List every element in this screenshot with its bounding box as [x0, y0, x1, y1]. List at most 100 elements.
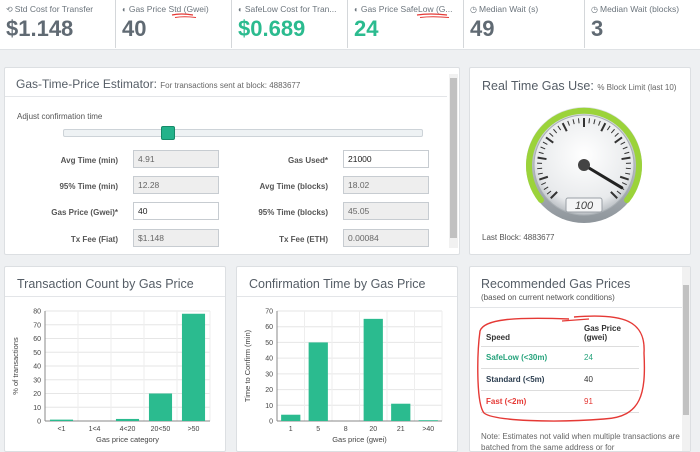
clock-icon: ◷: [470, 5, 477, 14]
recommended-scrollbar[interactable]: [682, 267, 690, 451]
gas-used-label: Gas Used*: [287, 156, 328, 165]
y-tick-label: 60: [33, 336, 41, 343]
stat-value: 3: [591, 16, 604, 41]
gas-used-input[interactable]: [343, 150, 429, 168]
estimator-scrollbar[interactable]: [449, 74, 458, 248]
gauge-tick: [546, 190, 552, 195]
confirmation-slider-handle[interactable]: [161, 126, 175, 140]
x-tick-label: 21: [397, 426, 405, 433]
stat-label: Gas Price Std (Gwei): [128, 4, 209, 14]
scrollbar-thumb[interactable]: [683, 285, 689, 415]
stat-label: Std Cost for Transfer: [14, 4, 94, 14]
realtime-title: Real Time Gas Use: % Block Limit (last 1…: [482, 79, 676, 93]
x-tick-label: 4<20: [120, 426, 136, 433]
bar: [181, 313, 206, 421]
bar: [281, 414, 301, 421]
gauge-tick: [553, 128, 558, 134]
adjust-label: Adjust confirmation time: [17, 112, 103, 121]
divider: [470, 307, 690, 308]
tx-count-chart-panel: Transaction Count by Gas Price 0 10 20 30 40…: [4, 266, 226, 452]
bar: [115, 418, 140, 421]
recommended-subtitle: (based on current network conditions): [481, 293, 615, 302]
confirm-time-chart-panel: Confirmation Time by Gas Price 0 10 20 30 40…: [236, 266, 458, 452]
y-tick-label: 20: [33, 391, 41, 398]
y-tick-label: 0: [269, 419, 273, 426]
gauge-tick: [624, 151, 630, 155]
gauge-icon: ◐: [238, 5, 243, 14]
y-tick-label: 70: [265, 309, 273, 316]
y-tick-label: 50: [33, 350, 41, 357]
estimator-panel: Gas-Time-Price Estimator: For transactio…: [4, 67, 460, 255]
y-tick-label: 10: [265, 403, 273, 410]
gauge-tick: [577, 118, 580, 124]
tx-fee-eth-field: [343, 229, 429, 247]
col-speed: Speed: [481, 320, 579, 347]
bar: [363, 318, 383, 421]
gauge-tick: [614, 132, 619, 137]
avg-time-min-label: Avg Time (min): [60, 156, 118, 165]
scrollbar-thumb[interactable]: [450, 78, 457, 238]
x-tick-label: 1<4: [89, 426, 101, 433]
gauge-tick: [593, 119, 596, 125]
gauge-hub: [578, 159, 590, 171]
x-axis-label: Gas price category: [96, 435, 159, 444]
y-tick-label: 40: [265, 356, 273, 363]
dollar-icon: ⟲: [6, 5, 13, 14]
stat-label: SafeLow Cost for Tran...: [244, 4, 337, 14]
avg-time-blocks-label: Avg Time (blocks): [259, 182, 328, 191]
x-tick-label: 5: [316, 426, 320, 433]
stat-safelow-cost: ◐ SafeLow Cost for Tran... $0.689: [232, 0, 348, 48]
y-tick-label: 60: [265, 324, 273, 331]
y-axis-label: Time to Confirm (min): [243, 329, 252, 402]
gauge-tick: [598, 120, 601, 126]
pct95-time-min-field: [133, 176, 219, 194]
stat-median-wait-blocks: ◷ Median Wait (blocks) 3: [585, 0, 700, 48]
divider: [5, 96, 447, 97]
gauge-tick: [540, 146, 546, 150]
x-axis-label: Gas price (gwei): [332, 435, 387, 444]
gauge-tick: [543, 186, 549, 190]
gauge-needle: [582, 163, 624, 190]
y-tick-label: 30: [33, 377, 41, 384]
speed-fast: Fast (<2m): [481, 390, 579, 413]
pct95-time-min-label: 95% Time (min): [59, 182, 118, 191]
gauge-tick: [622, 146, 628, 150]
avg-time-blocks-field: [343, 176, 429, 194]
table-row: SafeLow (<30m) 24: [481, 346, 639, 369]
recommended-table: Speed Gas Price (gwei) SafeLow (<30m) 24…: [481, 320, 639, 413]
divider: [237, 296, 457, 297]
avg-time-min-field: [133, 150, 219, 168]
bar: [148, 393, 173, 421]
gauge-tick: [614, 136, 623, 144]
gas-price-input[interactable]: [133, 202, 219, 220]
gauge-icon: ◐: [122, 5, 127, 14]
gauge-tick: [619, 175, 630, 181]
estimator-title-text: Gas-Time-Price Estimator:: [16, 77, 157, 91]
stat-value: $1.148: [6, 16, 74, 41]
tx-count-chart: 0 10 20 30 40 50 60 70 80 <1 1<4 4<20 20<50 >50 Gas pr…: [11, 309, 211, 444]
stat-value: 49: [470, 16, 495, 41]
chart-title: Confirmation Time by Gas Price: [249, 277, 426, 291]
stat-gas-price-safelow: ◐ Gas Price SafeLow (G... 24: [348, 0, 464, 48]
gauge-ticks: [537, 118, 631, 199]
clock-icon: ◷: [591, 5, 598, 14]
last-block: Last Block: 4883677: [482, 233, 555, 242]
gauge-tick: [538, 151, 544, 155]
gas-price-label: Gas Price (Gwei)*: [51, 208, 118, 217]
annotation-underlines: [171, 13, 450, 18]
tx-fee-eth-label: Tx Fee (ETH): [279, 235, 328, 244]
confirmation-slider-track[interactable]: [63, 129, 423, 137]
gauge-tick: [561, 122, 568, 132]
confirm-time-chart: 0 10 20 30 40 50 60 70 1 5 8 20 21 >40 Gas price (gwei…: [243, 309, 443, 444]
stat-value: 40: [122, 16, 147, 41]
estimator-subtitle: For transactions sent at block: 4883677: [160, 81, 301, 90]
y-tick-label: 0: [37, 419, 41, 426]
stat-value: $0.689: [238, 16, 306, 41]
stat-median-wait-s: ◷ Median Wait (s) 49: [464, 0, 585, 48]
x-tick-label: 8: [344, 426, 348, 433]
recommended-panel: Recommended Gas Prices (based on current…: [469, 266, 691, 452]
gauge-tick: [542, 141, 548, 145]
price-standard: 40: [579, 368, 639, 391]
stats-bar: ⟲ Std Cost for Transfer $1.148 ◐ Gas Price…: [0, 0, 700, 50]
speed-safelow: SafeLow (<30m): [481, 346, 579, 369]
